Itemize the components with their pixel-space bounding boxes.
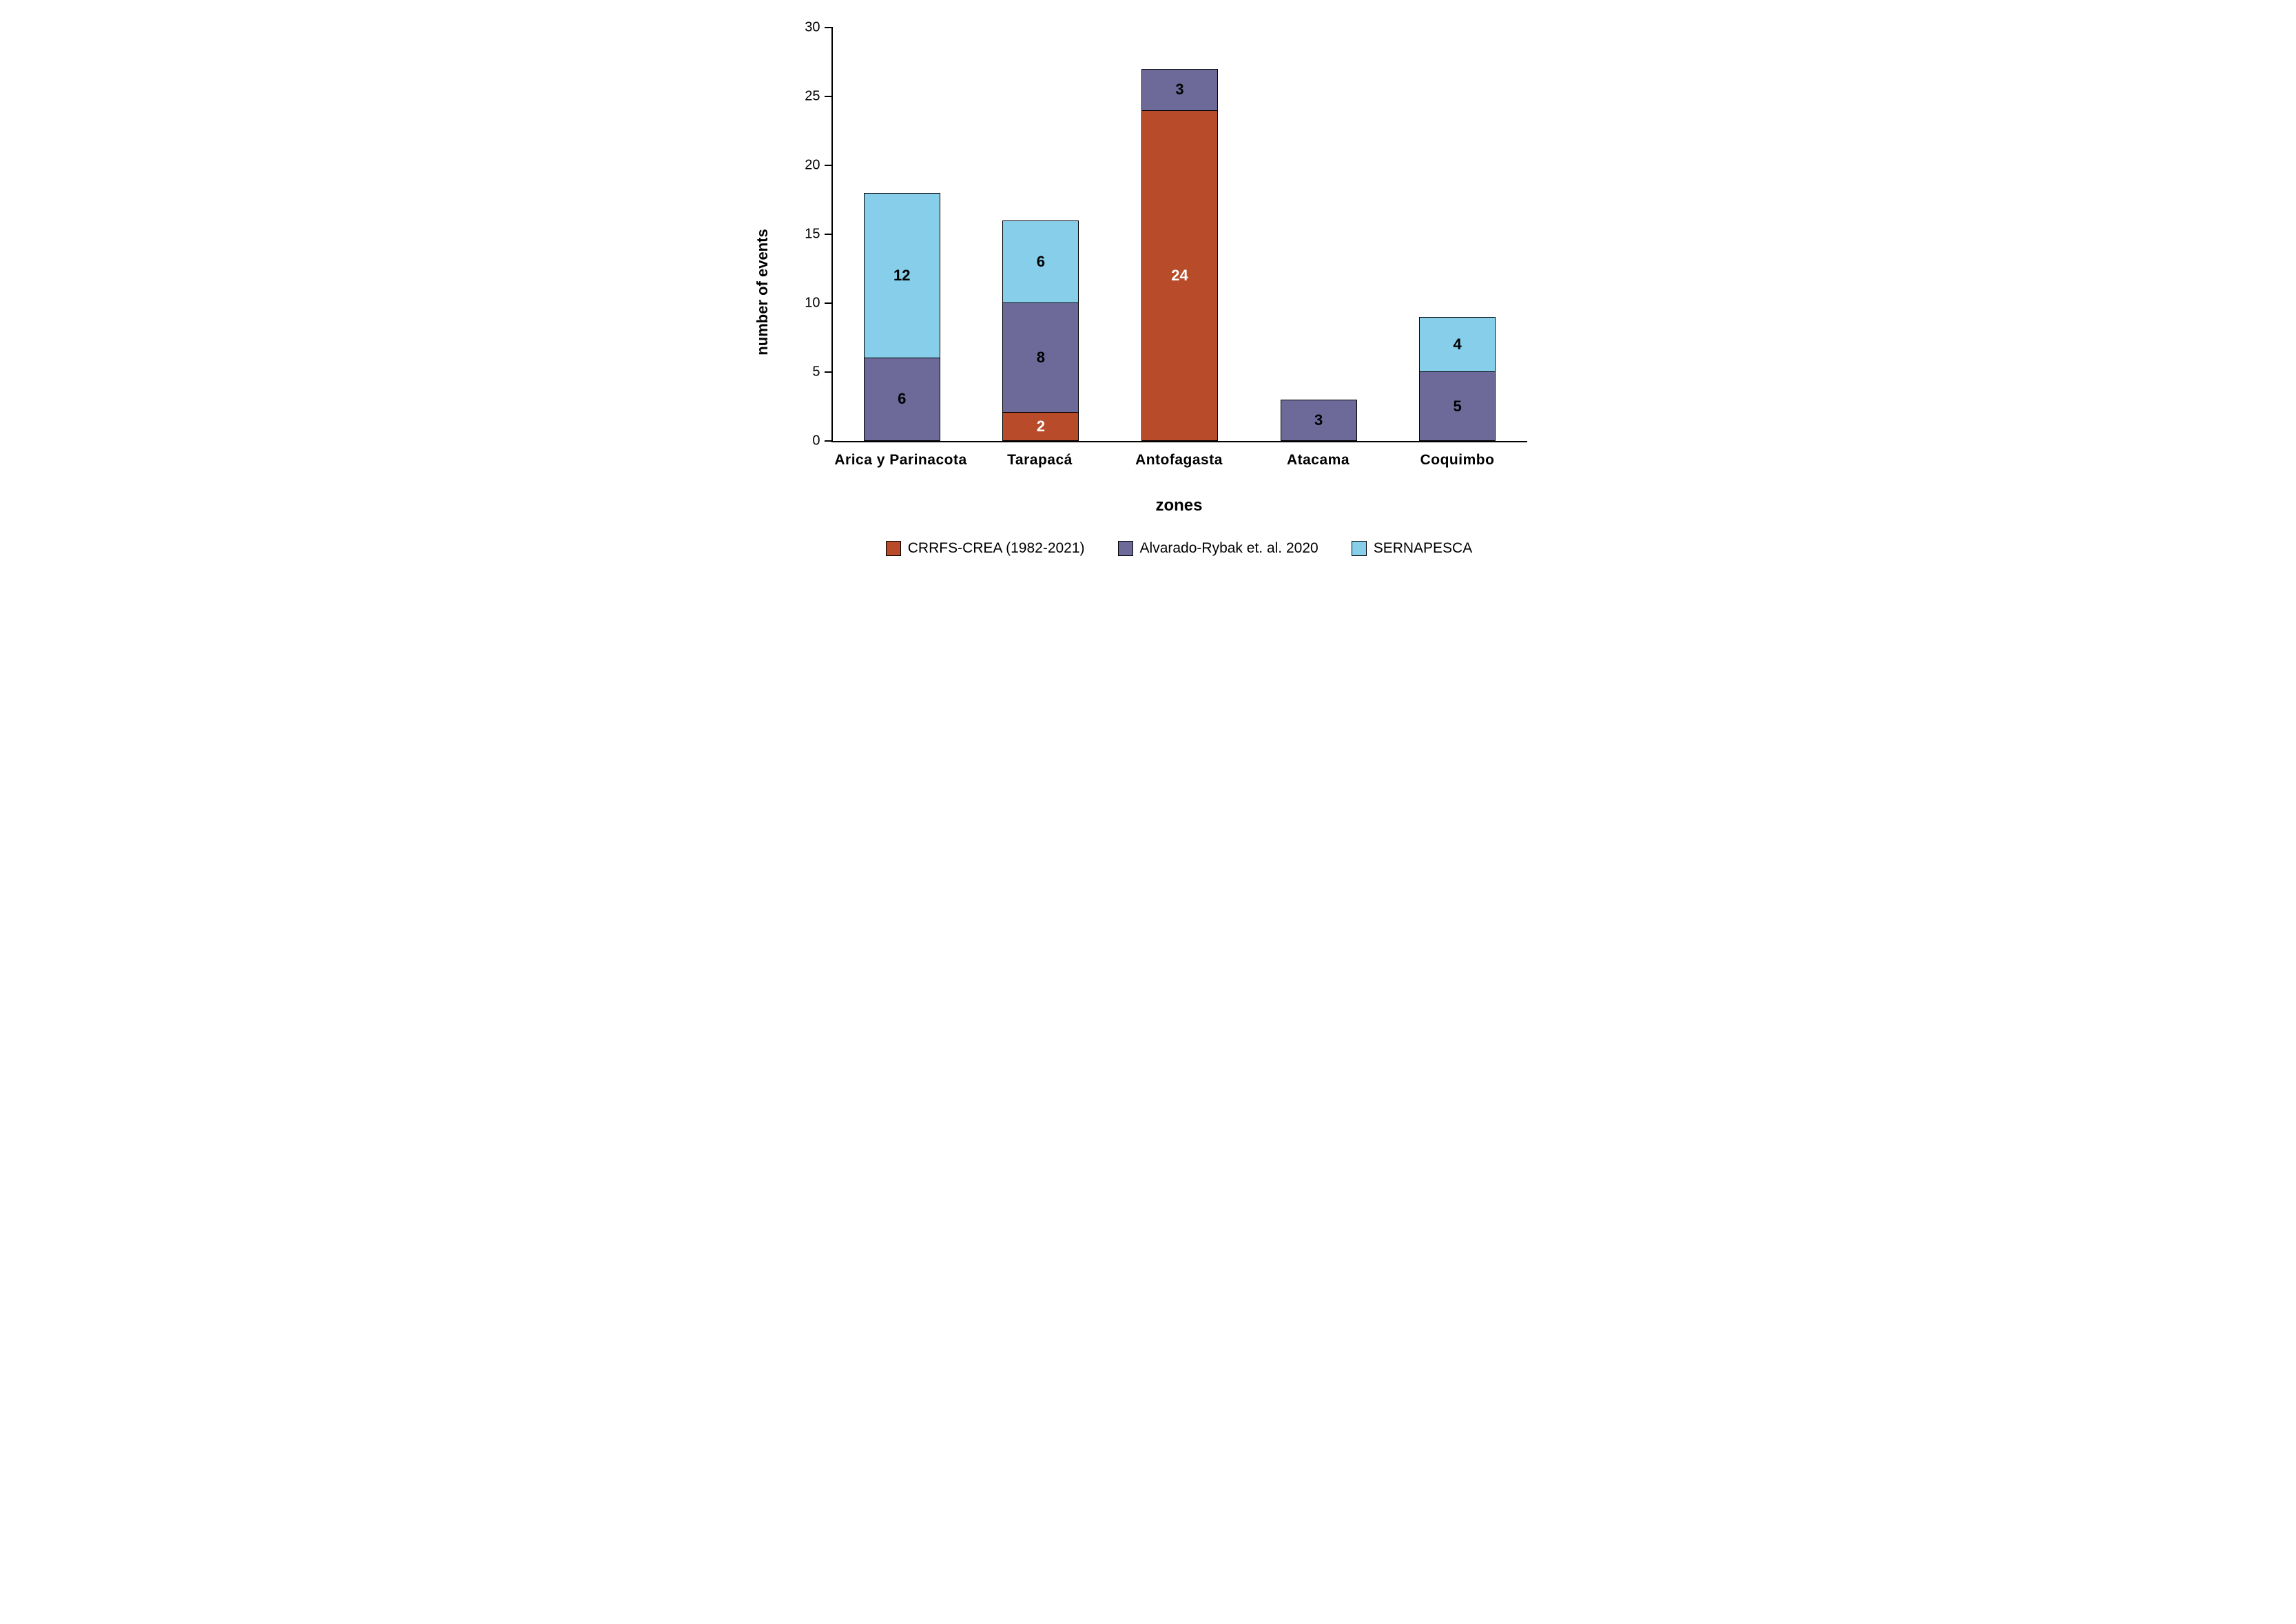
y-tick [825,302,833,304]
bar-segment-value: 24 [1171,267,1188,285]
x-category-label: Antofagasta [1110,442,1249,469]
bar-slot: 6 12 [833,28,972,441]
legend-swatch [886,541,901,556]
y-tick-label: 20 [805,158,820,174]
bar-segment-sernapesca: 12 [865,194,940,358]
bar-segment-alvarado: 6 [865,358,940,440]
bar-segment-value: 6 [898,390,906,408]
bar: 3 [1281,400,1357,441]
y-tick [825,234,833,235]
legend-label: Alvarado-Rybak et. al. 2020 [1140,540,1318,557]
bar-segment-value: 3 [1175,81,1183,99]
bar-segment-alvarado: 3 [1281,400,1356,440]
bar-segment-sernapesca: 4 [1420,318,1495,372]
bar-slot: 24 3 [1110,28,1250,441]
bar-segment-alvarado: 5 [1420,372,1495,440]
bar: 24 3 [1141,69,1218,441]
legend-item-crrfs: CRRFS-CREA (1982-2021) [886,540,1085,557]
legend-swatch [1352,541,1367,556]
legend: CRRFS-CREA (1982-2021) Alvarado-Rybak et.… [831,540,1527,557]
legend-item-alvarado: Alvarado-Rybak et. al. 2020 [1118,540,1318,557]
bar-slot: 54 [1388,28,1527,441]
bar-segment-value: 4 [1454,336,1462,353]
bar-segment-value: 6 [1037,253,1045,271]
x-category-label: Tarapacá [971,442,1110,469]
y-tick-label: 30 [805,20,820,36]
bars-container: 612286243354 [833,28,1527,441]
bar-segment-value: 3 [1314,411,1323,429]
bar-segment-alvarado: 8 [1003,303,1078,413]
bar: 2 8 6 [1002,220,1079,441]
bar: 6 12 [864,193,940,441]
legend-label: SERNAPESCA [1374,540,1473,557]
bar-slot: 3 [1249,28,1388,441]
x-category-label: Atacama [1249,442,1388,469]
plot-area: 612286243354 051015202530 [831,28,1527,442]
events-by-zone-chart: number of events 612286243354 0510152025… [769,28,1527,557]
x-category-label: Arica y Parinacota [831,442,971,469]
bar-segment-sernapesca: 6 [1003,221,1078,303]
x-category-label: Coquimbo [1388,442,1527,469]
y-tick-label: 15 [805,227,820,243]
y-tick-label: 0 [812,433,820,449]
y-tick [825,165,833,166]
y-tick [825,27,833,28]
legend-item-sernapesca: SERNAPESCA [1352,540,1473,557]
bar-segment-value: 8 [1037,349,1045,367]
bar-segment-value: 5 [1454,398,1462,415]
y-tick-label: 10 [805,296,820,311]
legend-swatch [1118,541,1133,556]
bar-segment-alvarado: 3 [1142,70,1217,111]
bar-segment-crrfs: 2 [1003,413,1078,440]
y-axis-title: number of events [754,229,772,355]
legend-label: CRRFS-CREA (1982-2021) [908,540,1085,557]
bar: 54 [1419,317,1496,441]
x-axis-labels: Arica y ParinacotaTarapacáAntofagastaAta… [831,442,1527,469]
y-tick-label: 25 [805,89,820,105]
y-tick-label: 5 [812,364,820,380]
bar-slot: 2 8 6 [971,28,1110,441]
y-tick [825,371,833,373]
y-tick [825,440,833,442]
y-tick [825,96,833,97]
bar-segment-value: 12 [893,267,910,285]
bar-segment-value: 2 [1037,418,1045,435]
x-axis-title: zones [831,496,1527,515]
bar-segment-crrfs: 24 [1142,111,1217,440]
